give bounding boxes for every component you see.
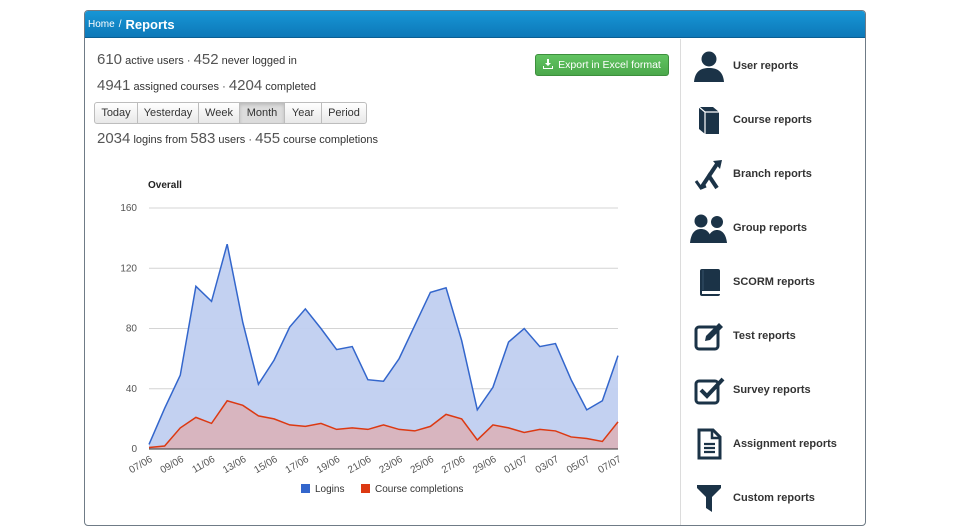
- logins-count: 2034: [97, 130, 131, 147]
- sidebar-item-label: Test reports: [733, 330, 796, 342]
- x-tick-label: 13/06: [221, 454, 249, 476]
- overall-chart: Overall 0 40 80 120 160 07/06 09/06 11/06 13/06 15…: [120, 180, 624, 495]
- book-icon: [687, 103, 731, 137]
- sidebar-item-course-reports[interactable]: Course reports: [681, 93, 865, 147]
- logins-label: logins from: [133, 134, 188, 146]
- sidebar-item-label: Branch reports: [733, 168, 812, 180]
- y-tick-label: 160: [120, 203, 137, 214]
- completions-label: course completions: [283, 134, 378, 146]
- breadcrumb: Home / Reports: [85, 11, 865, 38]
- edit-icon: [687, 319, 731, 353]
- sidebar-item-user-reports[interactable]: User reports: [681, 39, 865, 93]
- period-week-button[interactable]: Week: [199, 102, 240, 124]
- user-icon: [687, 49, 731, 83]
- download-icon: [543, 58, 554, 72]
- period-today-button[interactable]: Today: [94, 102, 138, 124]
- sidebar-item-branch-reports[interactable]: Branch reports: [681, 147, 865, 201]
- x-tick-label: 11/06: [190, 454, 217, 476]
- sidebar-item-label: Course reports: [733, 114, 812, 126]
- sidebar-item-scorm-reports[interactable]: SCORM reports: [681, 255, 865, 309]
- series-line-logins: [148, 243, 619, 445]
- branch-icon: [687, 157, 731, 191]
- y-tick-label: 120: [120, 263, 137, 274]
- x-tick-label: 15/06: [252, 454, 280, 476]
- assigned-courses-count: 4941: [97, 77, 131, 94]
- breadcrumb-home-link[interactable]: Home: [88, 18, 115, 30]
- x-tick-label: 05/07: [565, 454, 593, 476]
- never-logged-label: never logged in: [221, 55, 297, 67]
- active-users-count: 610: [97, 51, 123, 68]
- x-tick-label: 03/07: [534, 454, 562, 476]
- period-month-button[interactable]: Month: [240, 102, 285, 124]
- period-year-button[interactable]: Year: [285, 102, 322, 124]
- active-users-label: active users ·: [125, 55, 191, 67]
- x-tick-label: 01/07: [503, 454, 531, 476]
- report-type-sidebar: User reports Course reports Branch repor…: [680, 39, 865, 525]
- sidebar-item-label: SCORM reports: [733, 276, 815, 288]
- period-label: Year: [291, 107, 315, 119]
- y-tick-label: 0: [131, 444, 137, 455]
- reports-panel: Home / Reports 610 active users · 452 ne…: [84, 10, 866, 526]
- period-button-group: Today Yesterday Week Month Year Period: [94, 102, 367, 124]
- x-tick-label: 07/07: [596, 454, 624, 476]
- sidebar-item-label: Assignment reports: [733, 438, 837, 450]
- sidebar-item-group-reports[interactable]: Group reports: [681, 201, 865, 255]
- sidebar-item-test-reports[interactable]: Test reports: [681, 309, 865, 363]
- group-icon: [687, 211, 731, 245]
- sidebar-item-custom-reports[interactable]: Custom reports: [681, 471, 865, 525]
- legend-label: Course completions: [375, 484, 463, 495]
- legend-label: Logins: [315, 484, 344, 495]
- period-label: Today: [101, 107, 131, 119]
- never-logged-count: 452: [193, 51, 219, 68]
- chart-title: Overall: [148, 180, 182, 191]
- x-tick-label: 19/06: [315, 454, 343, 476]
- x-tick-label: 07/06: [127, 454, 155, 476]
- y-tick-label: 40: [126, 384, 138, 395]
- period-label: Period: [328, 107, 360, 119]
- period-label: Month: [246, 107, 278, 119]
- completed-count: 4204: [228, 77, 263, 94]
- series-line-course-completions: [148, 399, 619, 449]
- sidebar-item-survey-reports[interactable]: Survey reports: [681, 363, 865, 417]
- assigned-courses-label: assigned courses ·: [133, 81, 226, 93]
- legend-swatch: [361, 484, 370, 493]
- export-excel-button[interactable]: Export in Excel format: [535, 54, 669, 76]
- course-stats: 4941 assigned courses · 4204 completed: [97, 77, 316, 94]
- completions-count: 455: [255, 130, 281, 147]
- x-tick-label: 09/06: [159, 454, 187, 476]
- x-tick-label: 17/06: [284, 454, 312, 476]
- sidebar-item-label: Custom reports: [733, 492, 815, 504]
- period-custom-button[interactable]: Period: [322, 102, 367, 124]
- filter-icon: [687, 481, 731, 515]
- x-tick-label: 29/06: [471, 454, 499, 476]
- sidebar-item-label: Survey reports: [733, 384, 811, 396]
- period-label: Week: [205, 107, 233, 119]
- export-excel-label: Export in Excel format: [558, 59, 661, 71]
- legend-swatch: [301, 484, 310, 493]
- x-tick-label: 27/06: [440, 454, 468, 476]
- period-label: Yesterday: [143, 107, 193, 119]
- scorm-book-icon: [687, 265, 731, 299]
- users-label: users ·: [218, 134, 253, 146]
- series-area-logins: [149, 244, 618, 449]
- breadcrumb-separator: /: [118, 18, 122, 30]
- x-tick-label: 21/06: [346, 454, 374, 476]
- period-stats: 2034 logins from 583 users · 455 course …: [97, 130, 378, 147]
- period-yesterday-button[interactable]: Yesterday: [138, 102, 199, 124]
- checkbox-icon: [687, 373, 731, 407]
- page-title: Reports: [125, 16, 175, 32]
- sidebar-item-label: User reports: [733, 60, 799, 72]
- completed-label: completed: [265, 81, 317, 93]
- document-icon: [687, 427, 731, 461]
- reports-main: 610 active users · 452 never logged in 4…: [85, 39, 680, 525]
- x-tick-label: 23/06: [377, 454, 405, 476]
- user-stats: 610 active users · 452 never logged in: [97, 51, 297, 68]
- users-count: 583: [190, 130, 216, 147]
- y-tick-label: 80: [126, 324, 138, 335]
- sidebar-item-label: Group reports: [733, 222, 807, 234]
- sidebar-item-assignment-reports[interactable]: Assignment reports: [681, 417, 865, 471]
- x-tick-label: 25/06: [409, 454, 437, 476]
